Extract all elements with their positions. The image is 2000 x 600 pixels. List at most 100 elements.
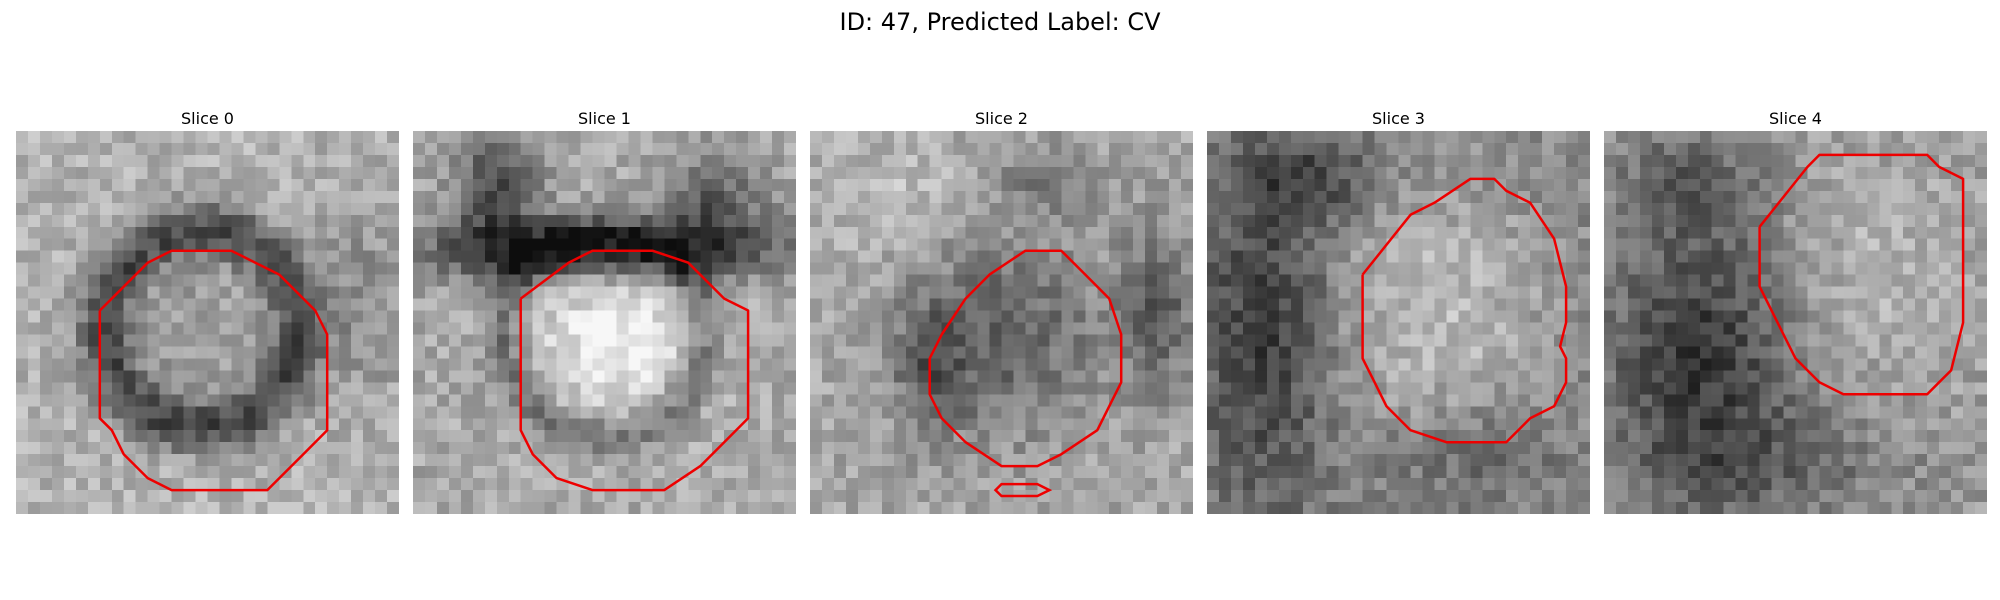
image-pixel — [1109, 466, 1122, 479]
image-pixel — [1735, 226, 1749, 240]
image-pixel — [1506, 274, 1519, 288]
image-pixel — [1578, 166, 1590, 180]
image-pixel — [1181, 166, 1193, 180]
image-pixel — [1963, 214, 1976, 228]
image-pixel — [1181, 490, 1193, 503]
image-pixel — [688, 226, 701, 240]
image-pixel — [508, 250, 522, 264]
image-pixel — [472, 310, 486, 324]
image-pixel — [1314, 154, 1328, 168]
image-pixel — [1049, 286, 1062, 300]
image-pixel — [1807, 274, 1821, 288]
image-pixel — [784, 442, 796, 455]
image-pixel — [1398, 346, 1412, 360]
image-pixel — [1639, 382, 1653, 395]
image-pixel — [1542, 131, 1555, 144]
image-pixel — [363, 430, 376, 443]
image-pixel — [941, 178, 955, 192]
image-pixel — [1711, 238, 1725, 252]
image-pixel — [1604, 166, 1617, 180]
image-pixel — [1001, 131, 1015, 144]
image-pixel — [508, 262, 522, 276]
image-pixel — [1604, 298, 1617, 312]
image-pixel — [1458, 454, 1471, 467]
image-pixel — [1482, 490, 1495, 503]
slice-panel-3: Slice 3 — [1206, 109, 1591, 514]
image-pixel — [1615, 358, 1629, 371]
image-pixel — [351, 490, 364, 503]
image-pixel — [652, 262, 665, 276]
image-pixel — [27, 238, 41, 252]
image-pixel — [99, 202, 113, 216]
image-pixel — [1001, 346, 1015, 360]
image-pixel — [363, 262, 376, 276]
image-pixel — [1350, 502, 1364, 514]
image-pixel — [1470, 190, 1483, 204]
image-pixel — [977, 226, 991, 240]
image-pixel — [1109, 430, 1122, 443]
image-pixel — [219, 358, 233, 371]
image-pixel — [1398, 478, 1412, 491]
image-pixel — [1109, 442, 1122, 455]
image-pixel — [580, 394, 594, 407]
image-pixel — [1157, 370, 1170, 383]
image-pixel — [207, 286, 221, 300]
image-pixel — [1109, 238, 1122, 252]
image-pixel — [616, 238, 630, 252]
image-pixel — [1927, 274, 1940, 288]
image-pixel — [171, 310, 185, 324]
image-pixel — [1157, 454, 1170, 467]
image-pixel — [303, 466, 316, 479]
image-pixel — [363, 214, 376, 228]
image-pixel — [1915, 322, 1928, 336]
image-pixel — [881, 382, 895, 395]
image-pixel — [75, 202, 89, 216]
image-pixel — [1470, 442, 1483, 455]
image-pixel — [1819, 178, 1833, 192]
image-pixel — [760, 358, 773, 371]
image-pixel — [712, 334, 725, 348]
image-pixel — [1723, 250, 1737, 264]
image-pixel — [1254, 454, 1268, 467]
image-pixel — [231, 190, 245, 204]
image-pixel — [219, 370, 233, 383]
image-pixel — [1037, 334, 1050, 348]
image-pixel — [1398, 190, 1412, 204]
image-pixel — [1314, 262, 1328, 276]
image-pixel — [231, 334, 245, 348]
image-pixel — [1386, 298, 1400, 312]
image-pixel — [1951, 418, 1964, 431]
image-pixel — [472, 262, 486, 276]
image-pixel — [339, 298, 352, 312]
image-pixel — [748, 202, 761, 216]
image-pixel — [63, 250, 77, 264]
image-pixel — [1145, 142, 1158, 156]
image-pixel — [1302, 394, 1316, 407]
image-pixel — [1639, 154, 1653, 168]
image-pixel — [1434, 454, 1447, 467]
image-pixel — [291, 358, 304, 371]
image-pixel — [339, 502, 352, 514]
image-pixel — [893, 442, 907, 455]
image-pixel — [845, 358, 859, 371]
image-pixel — [1121, 142, 1134, 156]
image-pixel — [436, 190, 450, 204]
image-pixel — [351, 418, 364, 431]
image-pixel — [1566, 442, 1579, 455]
image-pixel — [1542, 202, 1555, 216]
image-pixel — [760, 202, 773, 216]
image-pixel — [1963, 358, 1976, 371]
image-pixel — [1242, 430, 1256, 443]
image-pixel — [183, 154, 197, 168]
image-pixel — [508, 346, 522, 360]
image-pixel — [27, 358, 41, 371]
image-pixel — [219, 178, 233, 192]
image-pixel — [99, 250, 113, 264]
image-pixel — [1290, 418, 1304, 431]
image-pixel — [183, 202, 197, 216]
image-pixel — [989, 322, 1003, 336]
image-pixel — [1386, 454, 1400, 467]
image-pixel — [965, 238, 979, 252]
image-pixel — [833, 322, 847, 336]
image-pixel — [339, 166, 352, 180]
